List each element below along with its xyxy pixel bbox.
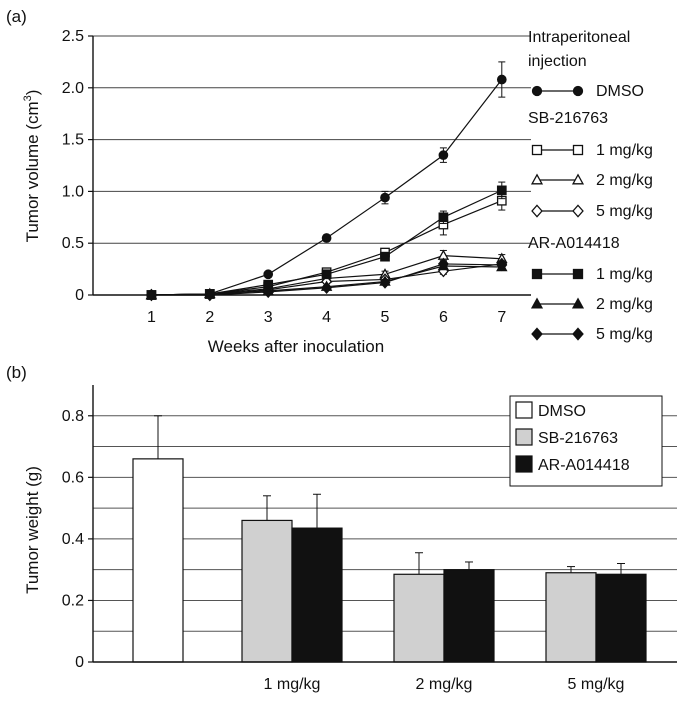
panel-a-y-tick-label: 2.5 [62,28,84,45]
panel-a-series [147,62,507,300]
panel-b-y-tick-label: 0.8 [62,408,84,425]
legend-ar-a014418-1-mg-kg: 1 mg/kg [533,266,653,283]
panel-b-x-ticks: 1 mg/kg 2 mg/kg 5 mg/kg [264,676,625,693]
panel-b-label: (b) [6,363,27,382]
legend-sb-216763-2-mg-kg-label: 2 mg/kg [596,172,653,189]
series-ar-a014418-1-mg-kg-point [498,186,506,194]
legend-ar-a014418-2-mg-kg-marker-left [532,299,542,308]
legend-control-dmso-marker-right [574,87,583,96]
legend-sb-216763-2-mg-kg: 2 mg/kg [532,172,653,189]
legend-ar-a014418-1-mg-kg-marker-left [533,270,542,279]
legend-heading-ar: AR-A014418 [528,235,620,252]
bar-sb-216763-5-mg-kg [546,573,596,662]
legend-ar-a014418-1-mg-kg-label: 1 mg/kg [596,266,653,283]
legend-ar-a014418-1-mg-kg-marker-right [574,270,583,279]
panel-b-y-tick-label: 0.4 [62,531,84,548]
panel-a-y-ticks: 0 0.5 1.0 1.5 2.0 2.5 [62,28,93,304]
legend-ar-a014418-5-mg-kg: 5 mg/kg [532,326,653,343]
panel-b-y-tick-label: 0.2 [62,592,84,609]
series-ar-a014418-1-mg-kg-point [439,213,447,221]
legend-sb-216763-1-mg-kg-marker-right [574,146,583,155]
panel-a-x-tick-label: 6 [439,309,448,326]
panel-a-x-tick-label: 3 [264,309,273,326]
series-control-dmso-point [439,151,447,159]
panel-b-x-tick-label-2-mg-kg: 2 mg/kg [416,676,473,693]
legend-b-dmso-label: DMSO [538,403,586,420]
panel-b-y-axis-title: Tumor weight (g) [23,466,42,594]
legend-sb-216763-5-mg-kg-label: 5 mg/kg [596,203,653,220]
panel-a-axes [93,36,531,295]
legend-ar-a014418-2-mg-kg-marker-right [573,299,583,308]
bar-sb-216763-1-mg-kg [242,520,292,662]
series-ar-a014418-1-mg-kg-point [322,270,330,278]
panel-a-x-ticks: 1 2 3 4 5 6 7 [147,309,506,326]
legend-control-dmso-marker-left [533,87,542,96]
bar-dmso-control [133,459,183,662]
legend-sb-216763-1-mg-kg: 1 mg/kg [533,142,653,159]
panel-a-x-tick-label: 7 [497,309,506,326]
legend-ar-a014418-5-mg-kg-label: 5 mg/kg [596,326,653,343]
panel-b-y-ticks: 0 0.2 0.4 0.6 0.8 [62,408,93,671]
panel-a-x-tick-label: 1 [147,309,156,326]
bar-sb-216763-2-mg-kg [394,574,444,662]
panel-a-x-tick-label: 5 [381,309,390,326]
panel-a-y-tick-label: 1.0 [62,183,84,200]
legend-control-dmso-label: DMSO [596,83,644,100]
bar-ar-a014418-5-mg-kg [596,574,646,662]
series-ar-a014418-1-mg-kg-point [381,252,389,260]
series-control-dmso-point [264,270,272,278]
series-control-dmso-point [322,234,330,242]
panel-a-x-tick-label: 2 [205,309,214,326]
legend-sb-216763-2-mg-kg-marker-right [573,175,583,184]
series-control-dmso-line [151,80,501,295]
legend-b-sb-216763-swatch [516,429,532,445]
legend-b-dmso-swatch [516,402,532,418]
panel-a-grid [93,36,531,243]
legend-sb-216763-1-mg-kg-label: 1 mg/kg [596,142,653,159]
panel-b-x-tick-label-1-mg-kg: 1 mg/kg [264,676,321,693]
legend-heading-sb: SB-216763 [528,110,608,127]
panel-b-y-tick-label: 0 [75,654,84,671]
panel-a-x-axis-title: Weeks after inoculation [208,337,384,356]
legend-sb-216763-2-mg-kg-marker-left [532,175,542,184]
panel-a-y-axis-title: Tumor volume (cm3) [22,90,42,243]
legend-b-sb-216763-label: SB-216763 [538,430,618,447]
panel-a-y-axis-title-close: ) [23,90,42,96]
panel-b-y-tick-label: 0.6 [62,469,84,486]
legend-b-ar-a014418-swatch [516,456,532,472]
legend-ar-a014418-5-mg-kg-marker-left [532,328,542,339]
legend-b-ar-a014418-label: AR-A014418 [538,457,630,474]
bar-ar-a014418-2-mg-kg [444,570,494,662]
panel-a-y-tick-label: 0 [75,287,84,304]
legend-ar-a014418-2-mg-kg: 2 mg/kg [532,296,653,313]
panel-b-legend: DMSO SB-216763 AR-A014418 [510,396,662,486]
legend-sb-216763-5-mg-kg-marker-right [573,205,583,216]
legend-heading-intraperitoneal: Intraperitoneal [528,29,630,46]
panel-a-label: (a) [6,7,27,26]
legend-sb-216763-5-mg-kg: 5 mg/kg [532,203,653,220]
legend-heading-injection: injection [528,53,587,70]
legend-ar-a014418-5-mg-kg-marker-right [573,328,583,339]
series-control-dmso-point [381,193,389,201]
panel-a-y-tick-label: 1.5 [62,132,84,149]
panel-a-x-tick-label: 4 [322,309,331,326]
legend-control-dmso: DMSO [533,83,645,100]
panel-a-y-tick-label: 0.5 [62,235,84,252]
panel-a-legend: Intraperitoneal injection SB-216763 AR-A… [528,29,653,343]
panel-a-y-tick-label: 2.0 [62,80,84,97]
legend-sb-216763-5-mg-kg-marker-left [532,205,542,216]
panel-b-x-tick-label-5-mg-kg: 5 mg/kg [568,676,625,693]
legend-ar-a014418-2-mg-kg-label: 2 mg/kg [596,296,653,313]
series-control-dmso-point [498,75,506,83]
bar-ar-a014418-1-mg-kg [292,528,342,662]
legend-sb-216763-1-mg-kg-marker-left [533,146,542,155]
panel-a-y-axis-title-main: Tumor volume (cm [23,101,42,242]
